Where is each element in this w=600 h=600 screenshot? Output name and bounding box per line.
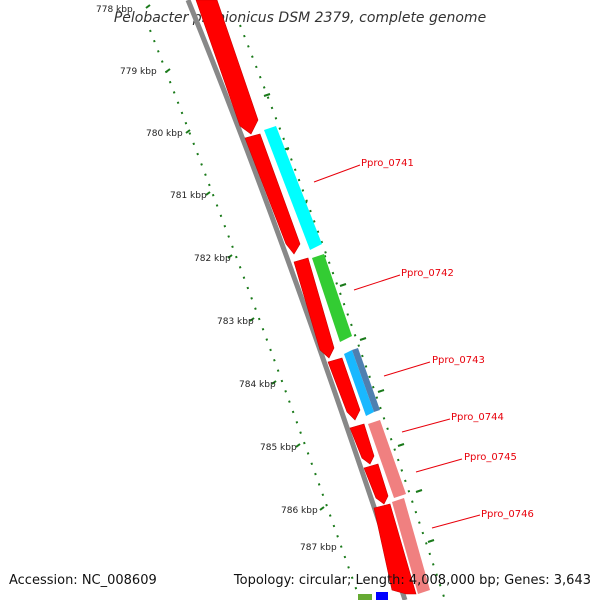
gene-block-pink bbox=[392, 498, 430, 594]
kbp-label: 787 kbp bbox=[300, 543, 337, 553]
gene-arrow bbox=[293, 257, 335, 359]
kbp-label: 781 kbp bbox=[170, 191, 207, 201]
gene-block-green bbox=[312, 254, 352, 342]
reverse-strand-genes[interactable] bbox=[264, 126, 430, 594]
genome-summary: Topology: circular; Length: 4,008,000 bp… bbox=[233, 573, 591, 588]
kbp-label: 779 kbp bbox=[120, 67, 157, 77]
gene-block-lightblue bbox=[344, 350, 374, 416]
gene-labels[interactable]: Ppro_0741 Ppro_0742 Ppro_0743 Ppro_0744 … bbox=[361, 158, 534, 520]
gene-arrow bbox=[349, 423, 375, 465]
bottom-partial-genes bbox=[358, 592, 388, 600]
gene-arrow bbox=[327, 357, 361, 421]
kbp-label: 778 kbp bbox=[96, 5, 133, 15]
gene-label-ppro-0745: Ppro_0745 bbox=[464, 452, 517, 463]
outer-tick-ring bbox=[239, 24, 446, 600]
gene-block-steelblue bbox=[352, 348, 380, 412]
kbp-scale-labels: 778 kbp 779 kbp 780 kbp 781 kbp 782 kbp … bbox=[96, 5, 337, 553]
gene-block-cyan bbox=[264, 126, 322, 250]
gene-arrow bbox=[195, 0, 259, 135]
kbp-label: 785 kbp bbox=[260, 443, 297, 453]
gene-label-ppro-0742: Ppro_0742 bbox=[401, 268, 454, 279]
inner-major-ticks bbox=[145, 4, 325, 511]
kbp-label: 783 kbp bbox=[217, 317, 254, 327]
gene-callout-lines bbox=[313, 164, 481, 529]
gene-block-pink bbox=[368, 420, 406, 498]
genome-backbone bbox=[185, 0, 408, 600]
gene-arrow bbox=[244, 133, 301, 255]
gene-label-ppro-0741: Ppro_0741 bbox=[361, 158, 414, 169]
gene-arrow bbox=[373, 503, 417, 595]
kbp-label: 782 kbp bbox=[194, 254, 231, 264]
kbp-label: 780 kbp bbox=[146, 129, 183, 139]
gene-label-ppro-0743: Ppro_0743 bbox=[432, 355, 485, 366]
kbp-label: 784 kbp bbox=[239, 380, 276, 390]
forward-strand-genes[interactable] bbox=[195, 0, 417, 595]
kbp-label: 786 kbp bbox=[281, 506, 318, 516]
accession-info: Accession: NC_008609 bbox=[9, 573, 157, 588]
gene-label-ppro-0744: Ppro_0744 bbox=[451, 412, 504, 423]
gene-label-ppro-0746: Ppro_0746 bbox=[481, 509, 534, 520]
gene-arrow bbox=[363, 463, 389, 505]
